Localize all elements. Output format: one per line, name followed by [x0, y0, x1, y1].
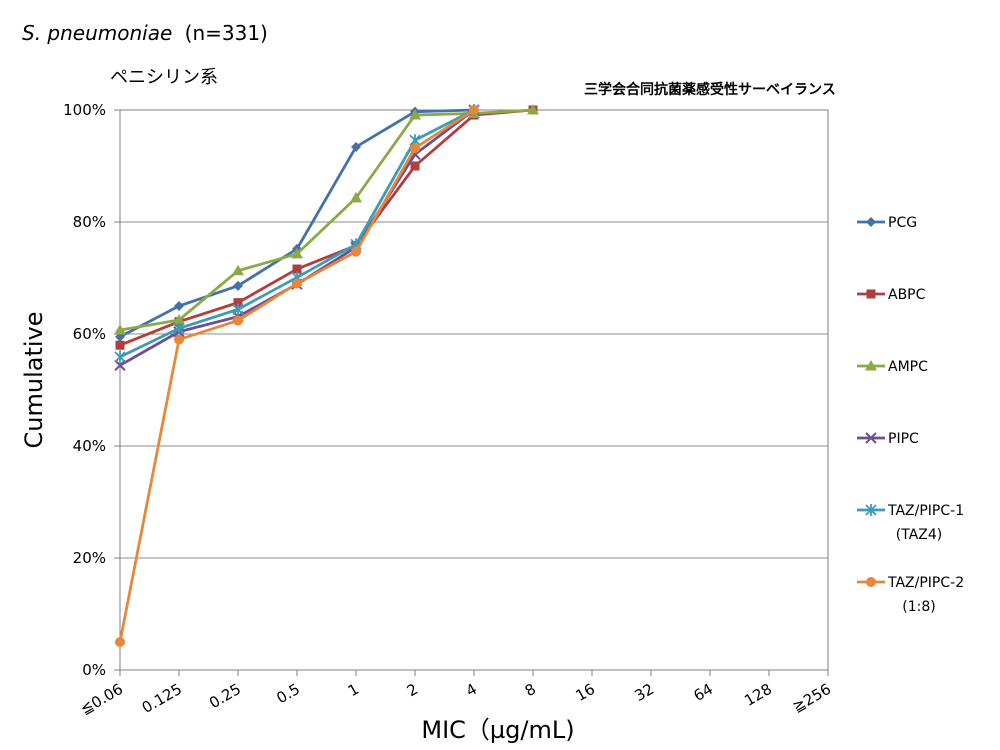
chart-title-species: S. pneumoniae — [22, 21, 172, 45]
legend: PCGABPCAMPCPIPCTAZ/PIPC-1(TAZ4)TAZ/PIPC-… — [857, 215, 964, 615]
y-tick-label: 80% — [73, 213, 106, 231]
series-group — [114, 104, 539, 647]
x-tick-label: 32 — [631, 680, 657, 705]
data-point — [114, 350, 126, 363]
x-tick-label: 4 — [463, 680, 480, 700]
y-axis-label: Cumulative — [20, 312, 48, 449]
series-taz-pipc-2 — [115, 105, 479, 647]
data-point — [409, 109, 421, 120]
data-point — [410, 161, 420, 171]
x-tick-label: 8 — [522, 680, 539, 700]
grid-lines — [114, 109, 829, 676]
series-ampc — [114, 104, 539, 335]
data-point — [173, 314, 185, 325]
legend-item: ABPC — [857, 287, 926, 303]
data-point — [232, 264, 244, 276]
legend-item: PIPC — [857, 431, 919, 447]
plot-area — [119, 109, 829, 671]
legend-sublabel: (TAZ4) — [896, 527, 942, 543]
chart-title-n: (n=331) — [185, 21, 268, 45]
y-tick-label: 100% — [63, 101, 106, 119]
legend-item: TAZ/PIPC-2 (1:8) — [857, 575, 964, 615]
legend-label: TAZ/PIPC-1 — [887, 503, 964, 519]
series-line — [119, 108, 534, 347]
chart-subtitle: ペニシリン系 — [110, 67, 218, 88]
x-axis-label: MIC（µg/mL) — [421, 716, 574, 744]
legend-marker — [865, 360, 877, 371]
x-tick-label: 1 — [345, 680, 362, 700]
series-pipc — [114, 104, 480, 372]
legend-label: ABPC — [888, 287, 926, 303]
legend-item: TAZ/PIPC-1 (TAZ4) — [857, 503, 964, 543]
x-tick-label: 0.25 — [206, 680, 244, 712]
y-tick-labels: 0% 20% 40% 60% 80% 100% — [63, 101, 106, 679]
data-point — [115, 637, 125, 647]
series-line — [118, 108, 475, 643]
legend-marker — [865, 432, 877, 444]
y-tick-label: 20% — [73, 549, 106, 567]
data-point — [114, 359, 126, 372]
series-line — [119, 108, 475, 367]
chart-title: S. pneumoniae (n=331) — [22, 21, 268, 45]
data-point — [115, 340, 125, 350]
data-point — [291, 247, 303, 259]
legend-label: TAZ/PIPC-2 — [887, 575, 964, 591]
series-line — [119, 108, 534, 332]
legend-marker — [866, 577, 876, 587]
x-tick-label: 64 — [690, 680, 716, 705]
x-tick-label: 16 — [572, 680, 598, 705]
data-point — [469, 105, 479, 115]
data-point — [233, 315, 243, 326]
x-tick-label: ≦0.06 — [77, 680, 126, 719]
x-tick-labels: ≦0.06 0.125 0.25 0.5 1 2 4 8 16 32 64 128 ≧256 — [77, 680, 834, 719]
data-point — [173, 322, 185, 335]
data-point — [292, 278, 302, 289]
legend-item: PCG — [857, 215, 917, 231]
data-point — [351, 141, 361, 152]
x-tick-label: ≧256 — [789, 680, 834, 716]
y-tick-label: 60% — [73, 325, 106, 343]
data-point — [351, 246, 361, 257]
data-point — [114, 324, 126, 335]
legend-marker — [866, 217, 876, 227]
data-point — [233, 280, 243, 291]
legend-sublabel: (1:8) — [902, 599, 935, 615]
x-tick-label: 128 — [741, 680, 775, 710]
data-point — [174, 301, 184, 311]
data-point — [232, 303, 244, 316]
data-point — [233, 298, 243, 308]
legend-marker — [865, 504, 877, 516]
data-point — [350, 191, 362, 203]
y-tick-label: 40% — [73, 437, 106, 455]
y-tick-label: 0% — [82, 661, 106, 679]
legend-item: AMPC — [857, 359, 928, 375]
data-point — [410, 143, 420, 154]
legend-label: AMPC — [888, 359, 928, 375]
data-point — [292, 264, 302, 274]
legend-label: PCG — [888, 215, 917, 231]
x-tick-label: 2 — [404, 680, 421, 700]
x-tick-label: 0.125 — [139, 680, 185, 717]
chart-annotation: 三学会合同抗菌薬感受性サーベイランス — [584, 81, 836, 98]
legend-label: PIPC — [888, 431, 919, 447]
data-point — [174, 334, 184, 345]
x-tick-label: 0.5 — [273, 680, 303, 708]
legend-marker — [866, 289, 876, 299]
data-point — [527, 104, 539, 115]
